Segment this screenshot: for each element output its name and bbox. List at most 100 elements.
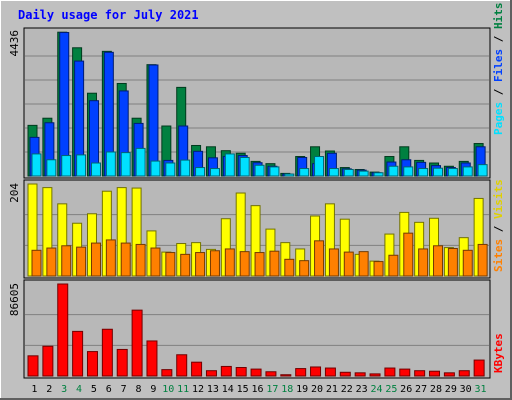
panel-kbytes-frame xyxy=(23,279,491,379)
day-label-19: 19 xyxy=(296,384,308,395)
day-label-12: 12 xyxy=(192,384,204,395)
day-label-13: 13 xyxy=(207,384,219,395)
bar-kbytes-day-17 xyxy=(265,371,277,377)
bar-sites-day-6 xyxy=(105,239,116,277)
bar-sites-day-24 xyxy=(373,261,384,277)
bar-pages-day-27 xyxy=(418,168,429,177)
bar-kbytes-day-23 xyxy=(354,372,366,377)
bar-pages-day-14 xyxy=(224,153,235,177)
day-label-14: 14 xyxy=(222,384,234,395)
bar-sites-day-20 xyxy=(314,240,325,277)
legend-sep-1: / xyxy=(492,82,505,102)
svg-text:Pages / Files / Hits: Pages / Files / Hits xyxy=(492,3,505,136)
panel-hits-files-pages: 4436 Pages / Files / Hits xyxy=(8,3,505,179)
bar-pages-day-13 xyxy=(209,168,220,177)
bar-sites-day-29 xyxy=(447,247,458,277)
day-label-4: 4 xyxy=(76,384,82,395)
day-label-10: 10 xyxy=(162,384,174,395)
legend-sites: Sites xyxy=(492,239,505,272)
legend-pages: Pages xyxy=(492,102,505,135)
bar-pages-day-3 xyxy=(61,155,72,177)
bar-pages-day-11 xyxy=(180,159,191,177)
bar-kbytes-day-2 xyxy=(42,345,54,377)
bar-sites-day-30 xyxy=(462,249,473,277)
bar-pages-day-19 xyxy=(299,168,310,177)
bar-sites-day-7 xyxy=(120,242,131,277)
bar-pages-day-6 xyxy=(105,151,116,177)
panel-visits-bars xyxy=(27,183,488,277)
bar-kbytes-day-22 xyxy=(339,371,351,377)
bar-pages-day-7 xyxy=(120,152,131,177)
bar-kbytes-day-6 xyxy=(101,328,113,377)
day-label-31: 31 xyxy=(475,384,487,395)
day-label-25: 25 xyxy=(385,384,397,395)
day-label-30: 30 xyxy=(460,384,472,395)
bar-pages-day-20 xyxy=(314,156,325,177)
bar-sites-day-2 xyxy=(46,247,57,277)
bar-pages-day-4 xyxy=(76,154,87,177)
bar-pages-day-26 xyxy=(403,166,414,177)
chart-title: Daily usage for July 2021 xyxy=(18,8,199,22)
day-label-20: 20 xyxy=(311,384,323,395)
day-label-16: 16 xyxy=(251,384,263,395)
day-label-15: 15 xyxy=(237,384,249,395)
bar-kbytes-day-28 xyxy=(429,370,441,377)
day-label-9: 9 xyxy=(150,384,156,395)
day-label-29: 29 xyxy=(445,384,457,395)
bar-files-day-9 xyxy=(148,64,159,177)
bar-sites-day-15 xyxy=(239,251,250,277)
panel-kbytes: 86605 KBytes xyxy=(8,279,505,379)
bar-kbytes-day-19 xyxy=(295,368,307,377)
bar-kbytes-day-3 xyxy=(57,283,69,377)
day-label-23: 23 xyxy=(356,384,368,395)
bar-kbytes-day-10 xyxy=(161,369,173,377)
bar-kbytes-day-8 xyxy=(131,309,143,377)
bar-sites-day-5 xyxy=(90,242,101,277)
bar-sites-day-22 xyxy=(343,251,354,277)
bar-sites-day-21 xyxy=(328,248,339,277)
bar-pages-day-8 xyxy=(135,147,146,177)
bar-pages-day-15 xyxy=(239,156,250,177)
bar-sites-day-17 xyxy=(269,250,280,277)
bar-kbytes-day-11 xyxy=(176,354,188,377)
panel-kbytes-right-legend: KBytes xyxy=(492,333,505,373)
svg-text:Sites / Visits: Sites / Visits xyxy=(492,179,505,272)
bar-pages-day-25 xyxy=(388,165,399,177)
panel-hits-frame xyxy=(23,27,491,179)
day-label-17: 17 xyxy=(266,384,278,395)
bar-pages-day-1 xyxy=(31,153,42,177)
bar-kbytes-day-26 xyxy=(399,368,411,377)
bar-sites-day-23 xyxy=(358,251,369,277)
bar-pages-day-23 xyxy=(358,170,369,177)
bar-kbytes-day-4 xyxy=(72,330,84,377)
bar-pages-day-12 xyxy=(195,167,206,177)
bar-sites-day-27 xyxy=(418,248,429,277)
bar-pages-day-10 xyxy=(165,162,176,177)
bar-sites-day-13 xyxy=(209,250,220,277)
legend-sep-2: / xyxy=(492,29,505,49)
bar-sites-day-11 xyxy=(180,253,191,277)
bar-kbytes-day-13 xyxy=(205,370,217,377)
bar-sites-day-3 xyxy=(61,245,72,277)
panel-hits-right-legend: Pages / Files / Hits xyxy=(492,3,505,136)
legend-visits: Visits xyxy=(492,179,505,219)
bar-sites-day-31 xyxy=(477,243,488,277)
bar-sites-day-28 xyxy=(433,245,444,277)
panel-hits-bars xyxy=(27,31,488,177)
day-label-22: 22 xyxy=(341,384,353,395)
bar-pages-day-22 xyxy=(343,169,354,177)
bar-kbytes-day-16 xyxy=(250,368,262,377)
legend-files: Files xyxy=(492,49,505,82)
legend-sep-3: / xyxy=(492,219,505,239)
day-label-7: 7 xyxy=(121,384,127,395)
bar-kbytes-day-25 xyxy=(384,367,396,377)
day-label-8: 8 xyxy=(136,384,142,395)
panel-visits-sites: 204 Sites / Visits xyxy=(8,179,505,279)
bar-kbytes-day-27 xyxy=(414,370,426,377)
bar-pages-day-21 xyxy=(328,168,339,177)
x-axis-day-labels: 1 2 3 4 5 6 7 8 9 10 11 12 13 14 15 16 17 18 19 20 21 22 23 24 2… xyxy=(31,384,486,395)
panel-visits-ymax-label: 204 xyxy=(8,183,21,203)
day-label-27: 27 xyxy=(415,384,427,395)
